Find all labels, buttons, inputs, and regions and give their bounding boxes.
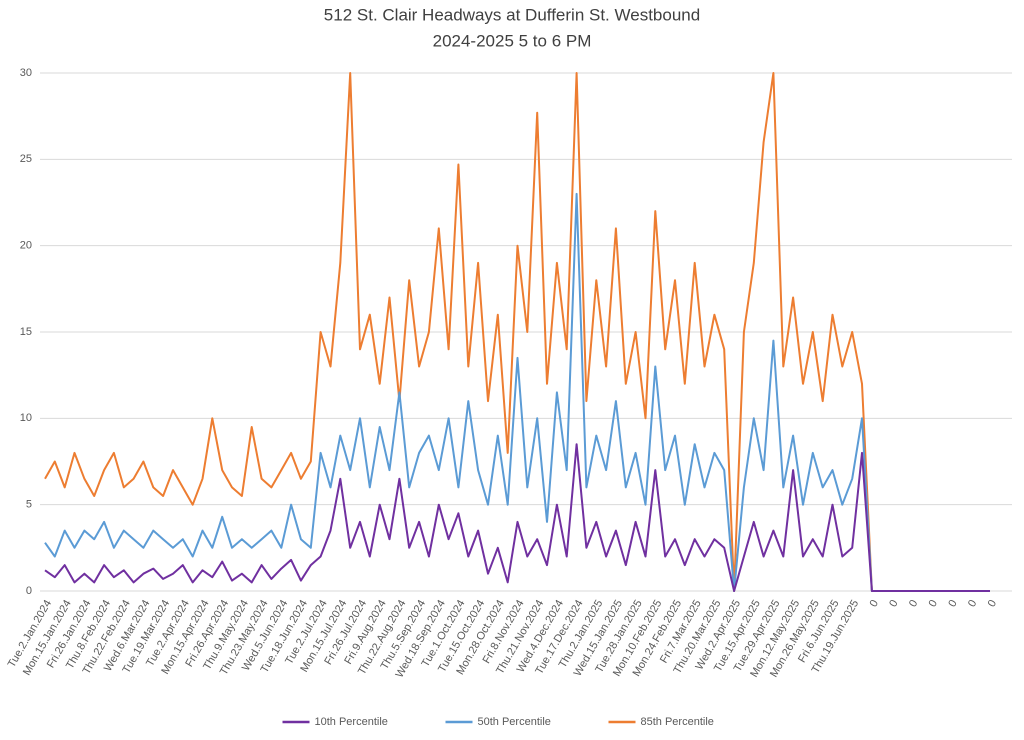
y-tick-label: 0 bbox=[26, 585, 32, 597]
x-tick-label: 0 bbox=[966, 598, 979, 609]
y-tick-label: 5 bbox=[26, 499, 32, 511]
legend-label: 50th Percentile bbox=[478, 716, 551, 728]
line-series bbox=[44, 192, 990, 592]
chart-subtitle: 2024-2025 5 to 6 PM bbox=[433, 31, 592, 50]
y-tick-label: 20 bbox=[20, 240, 32, 252]
y-tick-label: 25 bbox=[20, 153, 32, 165]
x-tick-label: 0 bbox=[927, 598, 940, 609]
x-tick-label: 0 bbox=[887, 598, 900, 609]
legend-label: 10th Percentile bbox=[315, 716, 388, 728]
y-tick-label: 30 bbox=[20, 67, 32, 79]
x-tick-label: 0 bbox=[986, 598, 999, 609]
legend-label: 85th Percentile bbox=[641, 716, 714, 728]
x-tick-label: 0 bbox=[946, 598, 959, 609]
line-series bbox=[44, 72, 990, 592]
chart-title: 512 St. Clair Headways at Dufferin St. W… bbox=[324, 5, 700, 24]
y-tick-label: 15 bbox=[20, 326, 32, 338]
line-series bbox=[44, 443, 990, 592]
x-tick-label: 0 bbox=[907, 598, 920, 609]
y-tick-label: 10 bbox=[20, 412, 32, 424]
x-tick-label: 0 bbox=[868, 598, 881, 609]
